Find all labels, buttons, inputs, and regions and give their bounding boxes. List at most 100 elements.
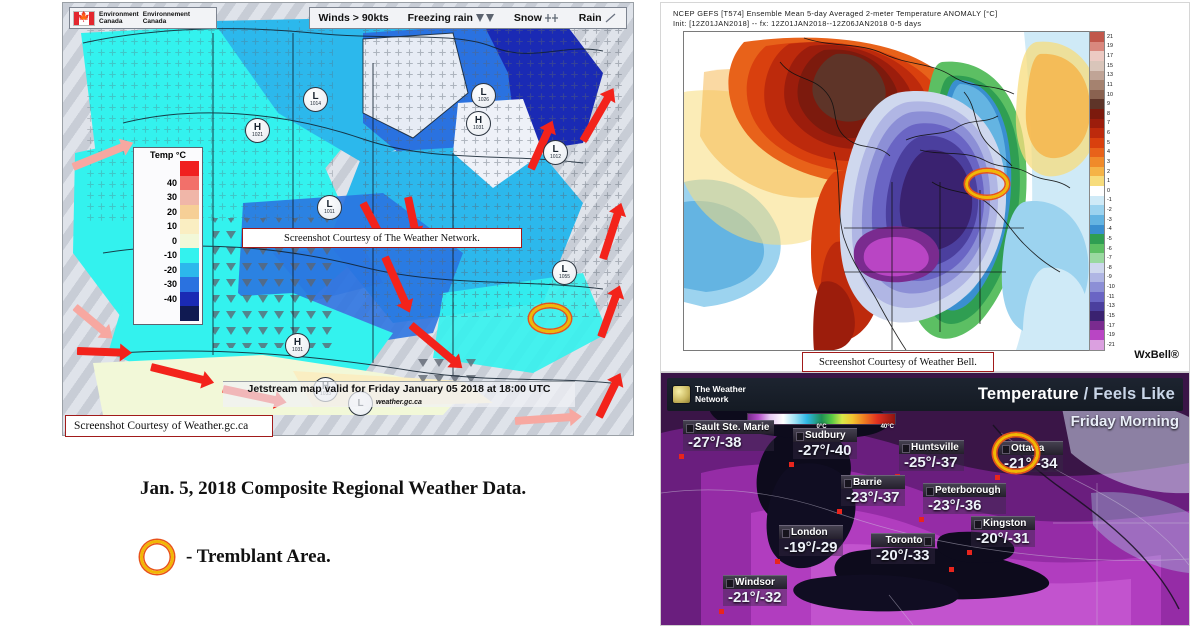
- colorbar-label: -13: [1107, 303, 1115, 310]
- legend-rain-label: Rain: [578, 12, 602, 24]
- temp-legend-value: -40: [163, 293, 177, 304]
- city-temperature-label: Toronto -20°/-33: [871, 533, 935, 564]
- temp-legend-value: 30: [166, 192, 177, 203]
- colorbar-label: -15: [1107, 312, 1115, 319]
- title-alt: Feels Like: [1093, 385, 1175, 403]
- colorbar-segment: -10: [1090, 282, 1115, 292]
- city-marker-dot: [789, 462, 794, 467]
- colorbar-segment: 3: [1090, 157, 1110, 167]
- colorbar-label: -1: [1107, 197, 1112, 204]
- orange-ring-marker-icon: [140, 540, 174, 574]
- pressure-value: 1011: [324, 209, 335, 215]
- city-marker-dot: [949, 567, 954, 572]
- colorbar-segment: 21: [1090, 32, 1113, 42]
- colorbar-label: -21: [1107, 341, 1115, 348]
- colorbar-segment: 19: [1090, 41, 1113, 52]
- colorbar-label: -10: [1107, 284, 1115, 291]
- city-temperature-label: Peterborough -23°/-36: [923, 483, 1006, 514]
- environment-canada-map-panel: 🍁 Environment Canada Environnement Canad…: [62, 2, 634, 436]
- logo-line-en2: Canada: [99, 18, 123, 25]
- city-temperature-label: Huntsville -25°/-37: [899, 440, 964, 471]
- brand-line-1: The Weather: [695, 384, 746, 395]
- city-temp-value: -19°/-29: [779, 539, 843, 556]
- pressure-value: 1055: [558, 274, 571, 280]
- colorbar-segment: 17: [1090, 51, 1113, 61]
- colorbar-label: 3: [1107, 158, 1110, 165]
- canada-flag-icon: 🍁: [73, 10, 95, 26]
- temp-legend-swatch: [180, 175, 199, 190]
- jetstream-arrow: [76, 347, 124, 357]
- colorbar-segment: 15: [1090, 60, 1113, 71]
- colorbar-label: 10: [1107, 91, 1113, 98]
- temp-legend-swatch: [180, 306, 199, 321]
- temp-legend-stop: 10: [137, 219, 199, 234]
- colorbar-segment: -17: [1090, 320, 1115, 331]
- weather-network-subtitle: Friday Morning: [1070, 413, 1179, 430]
- pressure-system-l: L 1014: [303, 87, 328, 112]
- weatherbell-header: NCEP GEFS [T574] Ensemble Mean 5-day Ave…: [673, 9, 998, 28]
- colorbar-label: 1: [1107, 178, 1110, 185]
- title-main: Temperature: [977, 385, 1079, 403]
- colorbar-label: -9: [1107, 274, 1112, 281]
- colorbar-label: 7: [1107, 120, 1110, 127]
- colorbar-segment: -6: [1090, 243, 1112, 254]
- temp-legend-value: 10: [166, 221, 177, 232]
- colorbar-label: 0: [1107, 187, 1110, 194]
- city-temp-value: -27°/-40: [793, 442, 857, 459]
- city-name: Peterborough: [923, 483, 1006, 497]
- title-separator: /: [1083, 385, 1089, 403]
- pressure-type: L: [326, 199, 333, 210]
- composite-title: Jan. 5, 2018 Composite Regional Weather …: [140, 478, 527, 499]
- colorbar-label: 19: [1107, 43, 1113, 50]
- legend-snow: Snow: [514, 12, 560, 24]
- rain-slash-icon: [605, 13, 615, 23]
- tremblant-marker-ec: [529, 304, 571, 333]
- map-valid-text: Jetstream map valid for Friday January 0…: [247, 383, 551, 395]
- scale-max-label: 40°C: [880, 424, 894, 430]
- city-temperature-label: London -19°/-29: [779, 525, 843, 556]
- pressure-system-l: L 1012: [543, 140, 568, 165]
- logo-line-fr2: Canada: [142, 18, 167, 25]
- temp-legend-value: 20: [166, 206, 177, 217]
- city-marker-dot: [967, 550, 972, 555]
- colorbar-segment: -4: [1090, 224, 1112, 235]
- pressure-type: H: [253, 122, 262, 133]
- weatherbell-anomaly-panel: NCEP GEFS [T574] Ensemble Mean 5-day Ave…: [660, 2, 1190, 372]
- pressure-value: 1026: [477, 97, 490, 103]
- temp-legend-value: 40: [166, 177, 177, 188]
- weather-network-brand: The Weather Network: [667, 385, 746, 404]
- city-temp-value: -20°/-31: [971, 530, 1035, 547]
- colorbar-label: 4: [1107, 149, 1110, 156]
- colorbar-segment: 13: [1090, 70, 1113, 81]
- environment-canada-logo: 🍁 Environment Canada Environnement Canad…: [69, 7, 217, 29]
- colorbar-segment: 2: [1090, 166, 1110, 177]
- city-temp-value: -27°/-38: [683, 434, 775, 451]
- legend-winds: Winds > 90kts: [318, 12, 388, 24]
- temp-legend-swatch: [180, 233, 199, 248]
- weather-network-title: Temperature / Feels Like: [978, 386, 1183, 403]
- colorbar-label: -5: [1107, 235, 1112, 242]
- city-temperature-label: Sudbury -27°/-40: [793, 428, 857, 459]
- colorbar-label: 2: [1107, 168, 1110, 175]
- colorbar-segment: 6: [1090, 128, 1110, 138]
- pressure-value: 1031: [472, 125, 485, 131]
- temp-legend-stop: -30: [137, 277, 199, 292]
- scale-mid-label: 0°C: [816, 424, 827, 430]
- colorbar-segment: 0: [1090, 186, 1110, 196]
- pressure-system-h: H 1031: [285, 333, 310, 358]
- city-name: Kingston: [971, 516, 1035, 530]
- temperature-scale-legend: Temp °C 40 30 20 10 0 -10 -20 -30 -40: [133, 147, 203, 325]
- pressure-type: L: [552, 144, 559, 155]
- legend-snow-label: Snow: [513, 12, 542, 24]
- map-source-text: weather.gc.ca: [376, 399, 422, 406]
- colorbar-label: 8: [1107, 110, 1110, 117]
- temp-legend-stop: [137, 161, 199, 176]
- colorbar-label: 11: [1107, 81, 1113, 88]
- temp-legend-swatch: [180, 161, 199, 176]
- ec-credit-label: Screenshot Courtesy of Weather.gc.ca: [65, 415, 273, 437]
- temp-legend-value: -30: [163, 279, 177, 290]
- map-valid-time-bar: Jetstream map valid for Friday January 0…: [223, 381, 575, 407]
- city-name: Sault Ste. Marie: [683, 420, 775, 434]
- temp-legend-stop: 20: [137, 204, 199, 219]
- anomaly-colorbar: 21 19 17 15 13 11 10 9 8 7 6 5 4 3 2 1 0 -1 -2 -3 -4 -5 -6 -7 -8…: [1089, 31, 1115, 351]
